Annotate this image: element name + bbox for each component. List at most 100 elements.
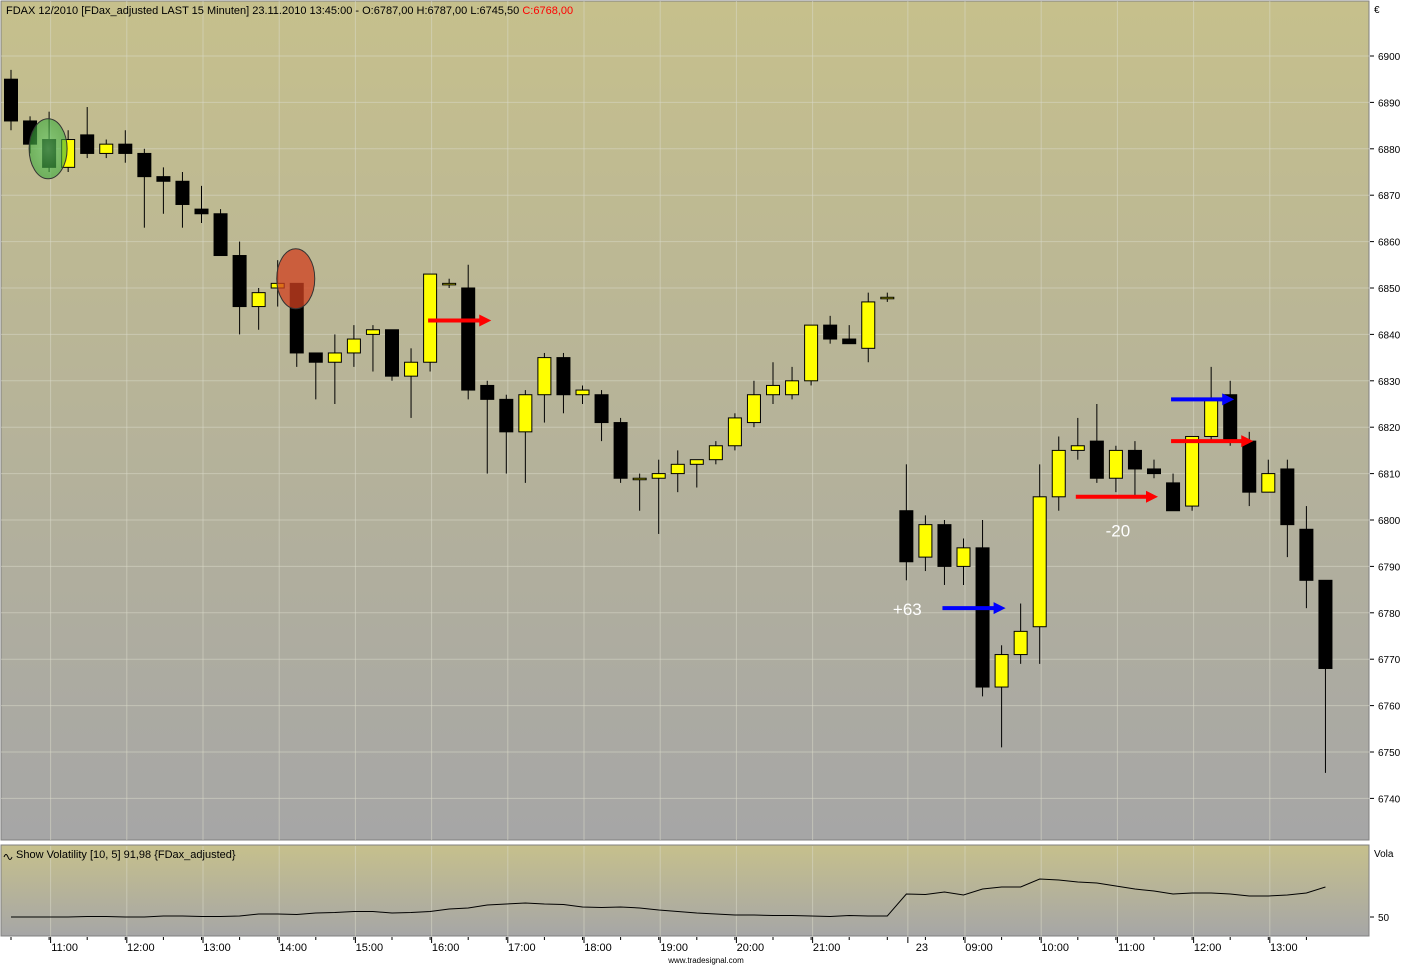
time-tick-label: 14:00 bbox=[279, 942, 307, 954]
time-tick-label: 10:00 bbox=[1041, 942, 1069, 954]
candle bbox=[575, 385, 590, 404]
candle-body-up bbox=[880, 296, 895, 300]
time-tick-label: 11:00 bbox=[1118, 942, 1145, 954]
candle bbox=[1185, 435, 1200, 511]
candle-body-up bbox=[327, 352, 342, 363]
price-tick-label: 6870 bbox=[1378, 191, 1401, 202]
candle-body-down bbox=[213, 213, 228, 257]
time-tick-label: 12:00 bbox=[1194, 942, 1222, 954]
candle-body-up bbox=[423, 273, 438, 363]
candle bbox=[613, 417, 628, 483]
candle bbox=[385, 329, 399, 381]
price-tick-label: 6760 bbox=[1378, 702, 1401, 713]
candle-body-down bbox=[1127, 449, 1142, 470]
candle-body-down bbox=[1280, 468, 1295, 526]
candle-body-down bbox=[1147, 468, 1161, 475]
candle-body-up bbox=[861, 301, 876, 349]
candle-body-down bbox=[1242, 440, 1257, 493]
candle bbox=[1013, 603, 1028, 664]
candle-body-down bbox=[461, 287, 476, 391]
candle bbox=[461, 264, 476, 400]
vola-axis[interactable] bbox=[1370, 845, 1411, 936]
exit-marker bbox=[276, 248, 316, 310]
volatility-panel bbox=[0, 844, 1370, 937]
candle-body-down bbox=[137, 152, 152, 178]
candle bbox=[766, 362, 780, 404]
arrow-head bbox=[1146, 490, 1158, 503]
candle-body-up bbox=[918, 524, 933, 558]
candle bbox=[327, 334, 342, 404]
candle-body-up bbox=[746, 394, 761, 424]
candle-body-down bbox=[842, 338, 857, 345]
time-tick-label: 19:00 bbox=[660, 942, 688, 954]
candle-body-up bbox=[651, 473, 666, 479]
candle-body-down bbox=[156, 176, 171, 182]
price-tick-label: 6770 bbox=[1378, 655, 1401, 666]
price-tick-label: 6810 bbox=[1378, 470, 1401, 481]
candle-body-up bbox=[442, 282, 457, 286]
blue-arrow bbox=[1171, 393, 1235, 406]
candle bbox=[232, 241, 247, 335]
candle bbox=[99, 139, 114, 159]
time-tick-label: 09:00 bbox=[965, 942, 993, 954]
candle-body-up bbox=[956, 547, 971, 567]
entry-marker bbox=[28, 118, 68, 180]
candle bbox=[632, 473, 647, 511]
indicator-icon bbox=[3, 854, 13, 860]
candle bbox=[175, 172, 190, 228]
candle-body-up bbox=[689, 459, 704, 465]
candle bbox=[1280, 459, 1295, 558]
candle bbox=[213, 209, 228, 257]
candle-body-up bbox=[1051, 449, 1066, 498]
candle-body-down bbox=[385, 329, 399, 377]
candle bbox=[1032, 464, 1047, 664]
candle bbox=[537, 352, 552, 423]
price-axis[interactable] bbox=[1370, 1, 1411, 840]
time-tick-label: 13:00 bbox=[203, 942, 231, 954]
time-tick-label: 16:00 bbox=[432, 942, 460, 954]
red-arrow bbox=[1171, 435, 1254, 448]
time-tick-label: 18:00 bbox=[584, 942, 612, 954]
price-tick-label: 6750 bbox=[1378, 748, 1401, 759]
candle bbox=[670, 450, 685, 493]
candle-body-down bbox=[308, 352, 323, 363]
indicator-title: Show Volatility [10, 5] 91,98 {FDax_adju… bbox=[16, 849, 236, 861]
candle bbox=[518, 390, 533, 483]
price-tick-label: 6840 bbox=[1378, 330, 1401, 341]
candle bbox=[861, 292, 876, 363]
candle bbox=[746, 380, 761, 428]
candle-body-up bbox=[404, 361, 419, 377]
candle-body-up bbox=[251, 292, 266, 308]
candle bbox=[346, 325, 361, 367]
candle bbox=[499, 394, 514, 474]
candle-body-up bbox=[1070, 445, 1085, 451]
candle-body-down bbox=[80, 134, 95, 154]
candle bbox=[4, 69, 18, 131]
time-tick-label: 20:00 bbox=[737, 942, 765, 954]
candle-body-up bbox=[1108, 449, 1123, 479]
candle bbox=[651, 459, 666, 534]
candle bbox=[804, 324, 819, 386]
candle-body-down bbox=[899, 510, 914, 563]
time-axis[interactable] bbox=[0, 937, 1412, 967]
price-panel bbox=[0, 0, 1370, 841]
blue-arrow bbox=[942, 602, 1006, 615]
candle-body-down bbox=[118, 143, 133, 154]
price-tick-label: 6780 bbox=[1378, 609, 1401, 620]
time-tick-label: 15:00 bbox=[356, 942, 384, 954]
candle-body-up bbox=[1261, 473, 1276, 493]
price-tick-label: 6740 bbox=[1378, 794, 1401, 805]
price-tick-label: 6830 bbox=[1378, 377, 1401, 388]
candle-body-down bbox=[480, 384, 495, 400]
candle bbox=[1108, 445, 1123, 493]
candle-body-up bbox=[632, 477, 647, 481]
currency-label: € bbox=[1374, 5, 1380, 16]
candle bbox=[404, 348, 419, 418]
candle bbox=[1127, 441, 1142, 497]
red-arrow bbox=[428, 314, 492, 327]
candle bbox=[689, 459, 704, 488]
candle-body-up bbox=[537, 357, 552, 396]
candle bbox=[251, 288, 266, 330]
